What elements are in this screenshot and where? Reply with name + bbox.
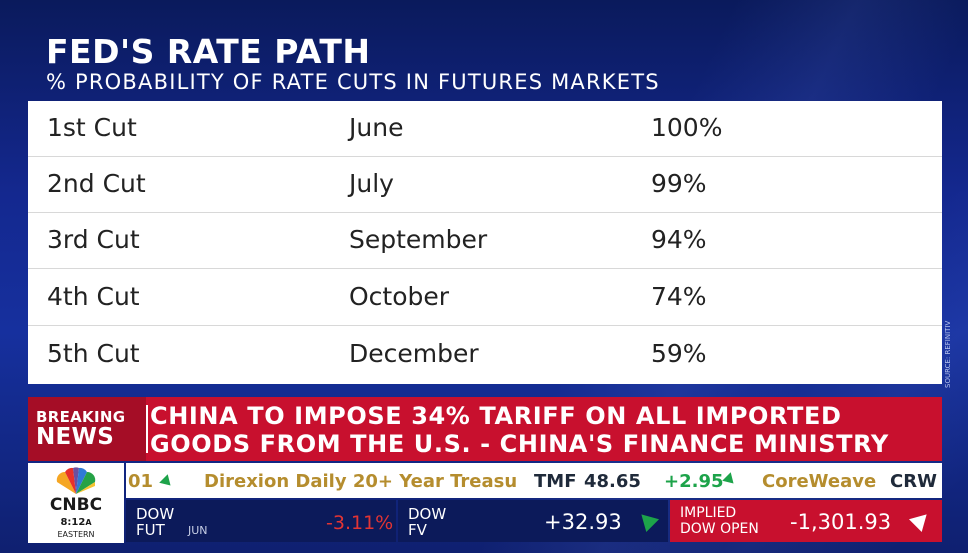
market-value: +32.93 <box>544 510 622 534</box>
cut-label: 1st Cut <box>47 113 137 142</box>
cut-label: 3rd Cut <box>47 225 140 254</box>
ticker-item-name: CoreWeave <box>762 471 877 492</box>
cut-month: September <box>349 225 488 254</box>
cut-probability: 59% <box>651 339 707 368</box>
ticker-item-name: Direxion Daily 20+ Year Treasu <box>204 471 518 492</box>
breaking-label-top: BREAKING <box>36 408 126 426</box>
market-box-dow-fut: DOW FUT JUN -3.11% <box>126 500 396 542</box>
headline-line-1: CHINA TO IMPOSE 34% TARIFF ON ALL IMPORT… <box>150 402 842 430</box>
cut-month: October <box>349 282 450 311</box>
cut-month: June <box>349 113 404 142</box>
cut-probability: 94% <box>651 225 707 254</box>
down-arrow-icon <box>722 472 738 488</box>
cut-probability: 74% <box>651 282 707 311</box>
clock: 8:12A <box>28 517 124 528</box>
cut-probability: 99% <box>651 169 707 198</box>
breaking-news-label: BREAKING NEWS <box>28 397 146 461</box>
table-row: 5th Cut December 59% <box>28 327 942 383</box>
graphic-title: FED'S RATE PATH <box>46 32 371 71</box>
table-row: 4th Cut October 74% <box>28 270 942 326</box>
table-row: 2nd Cut July 99% <box>28 157 942 213</box>
market-value: -3.11% <box>326 512 394 534</box>
cut-probability: 100% <box>651 113 723 142</box>
clock-ampm: A <box>85 518 92 527</box>
rate-cut-table: 1st Cut June 100% 2nd Cut July 99% 3rd C… <box>28 101 942 384</box>
source-credit: SOURCE: REFINITIV <box>944 320 952 388</box>
graphic-subtitle: % PROBABILITY OF RATE CUTS IN FUTURES MA… <box>46 70 660 94</box>
market-label-line1: IMPLIED <box>680 505 737 521</box>
cut-month: December <box>349 339 479 368</box>
headline-line-2: GOODS FROM THE U.S. - CHINA'S FINANCE MI… <box>150 430 889 458</box>
banner-divider <box>146 405 148 453</box>
ticker-prev-value: 01 <box>128 471 154 492</box>
market-label-line2: DOW OPEN <box>680 521 759 537</box>
breaking-headline: CHINA TO IMPOSE 34% TARIFF ON ALL IMPORT… <box>150 402 940 458</box>
market-label-line1: DOW <box>136 505 175 523</box>
down-arrow-icon <box>159 474 176 490</box>
market-label-line1: DOW <box>408 505 447 523</box>
ticker-item-symbol: CRW <box>890 471 937 492</box>
market-box-implied-dow-open: IMPLIED DOW OPEN -1,301.93 <box>670 500 942 542</box>
peacock-icon <box>56 467 96 494</box>
cut-label: 2nd Cut <box>47 169 146 198</box>
up-arrow-icon <box>634 507 660 533</box>
ticker-item-change: +2.95 <box>664 471 724 492</box>
clock-zone: EASTERN <box>57 530 95 539</box>
market-value: -1,301.93 <box>790 510 892 534</box>
cut-month: July <box>349 169 394 198</box>
table-row: 1st Cut June 100% <box>28 101 942 157</box>
market-label-line2: FUT <box>136 521 165 539</box>
market-contract-month: JUN <box>188 524 208 537</box>
table-row: 3rd Cut September 94% <box>28 213 942 269</box>
network-logo: CNBC 8:12A EASTERN <box>28 463 124 543</box>
market-label-line2: FV <box>408 521 427 539</box>
clock-time: 8:12 <box>60 517 86 528</box>
breaking-label-bottom: NEWS <box>36 424 115 450</box>
logo-wordmark: CNBC <box>49 495 103 515</box>
breaking-news-banner: BREAKING NEWS CHINA TO IMPOSE 34% TARIFF… <box>28 397 942 461</box>
ticker-item-prev-tail: 01 <box>128 471 176 492</box>
down-arrow-icon <box>908 507 934 533</box>
market-box-dow-fv: DOW FV +32.93 <box>398 500 668 542</box>
stock-ticker: 01 Direxion Daily 20+ Year Treasu TMF 48… <box>126 463 942 498</box>
ticker-item-symbol: TMF <box>534 471 577 492</box>
cut-label: 4th Cut <box>47 282 140 311</box>
ticker-item-price: 48.65 <box>584 471 641 492</box>
cut-label: 5th Cut <box>47 339 140 368</box>
